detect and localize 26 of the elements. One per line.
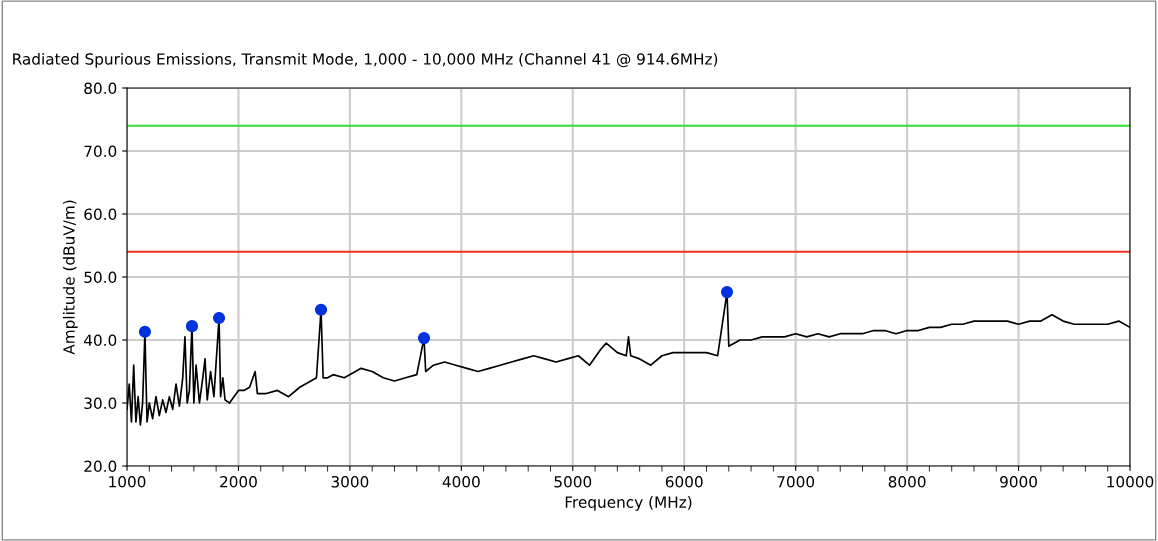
x-tick-label: 5000 (554, 475, 592, 488)
y-axis-title: Amplitude (dBuV/m) (62, 200, 78, 355)
y-tick-label: 70.0 (84, 145, 117, 158)
point (314, 303, 328, 316)
y-tick-label: 50.0 (84, 271, 117, 284)
x-tick-label: 10000 (1107, 475, 1154, 488)
chart-title: Radiated Spurious Emissions, Transmit Mode, 1,000 - 10,000 MHz (Channel 41 @ 914.6MHz) (13, 52, 718, 68)
y-tick-label: 80.0 (84, 82, 117, 95)
x-tick-label: 3000 (331, 475, 369, 488)
x-tick-label: 4000 (442, 475, 480, 488)
y-tick-label: 20.0 (84, 460, 117, 473)
x-tick-label: 6000 (665, 475, 703, 488)
x-tick-label: 2000 (220, 475, 257, 488)
point (417, 332, 431, 345)
x-tick-label: 1000 (109, 475, 146, 488)
y-tick-label: 60.0 (84, 208, 117, 221)
y-tick-label: 40.0 (84, 334, 117, 347)
point (212, 311, 226, 325)
point (138, 325, 152, 338)
x-axis-title: Frequency (MHz) (565, 496, 692, 511)
y-tick-label: 30.0 (84, 397, 117, 410)
point (720, 286, 734, 299)
point (185, 320, 199, 333)
x-tick-label: 8000 (888, 475, 926, 488)
x-tick-label: 7000 (777, 475, 815, 488)
x-tick-label: 9000 (1000, 475, 1037, 488)
